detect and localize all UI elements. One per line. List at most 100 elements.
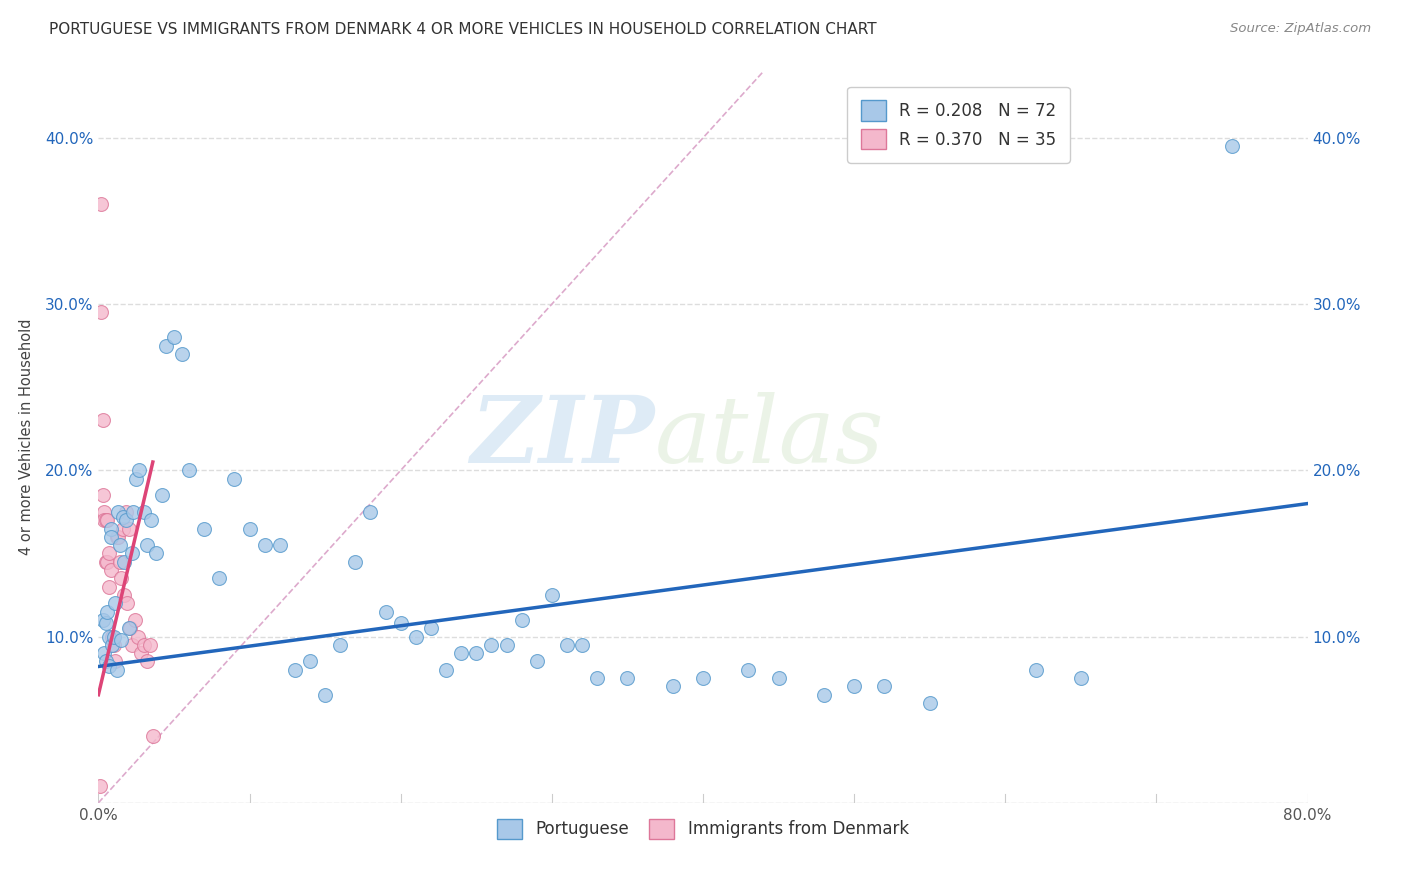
Point	[96, 513, 118, 527]
Point	[135, 538, 157, 552]
Point	[571, 638, 593, 652]
Point	[495, 638, 517, 652]
Point	[96, 605, 118, 619]
Point	[405, 630, 427, 644]
Point	[155, 338, 177, 352]
Point	[111, 521, 134, 535]
Point	[661, 680, 683, 694]
Point	[239, 521, 262, 535]
Point	[108, 538, 131, 552]
Point	[526, 655, 548, 669]
Point	[121, 638, 143, 652]
Point	[110, 632, 132, 647]
Point	[90, 305, 112, 319]
Point	[692, 671, 714, 685]
Point	[1070, 671, 1092, 685]
Point	[111, 509, 134, 524]
Point	[844, 680, 866, 694]
Point	[299, 655, 322, 669]
Point	[94, 555, 117, 569]
Point	[616, 671, 638, 685]
Point	[139, 638, 162, 652]
Point	[114, 513, 136, 527]
Point	[344, 555, 367, 569]
Point	[1220, 139, 1243, 153]
Point	[540, 588, 562, 602]
Point	[94, 655, 117, 669]
Point	[100, 563, 122, 577]
Legend: Portuguese, Immigrants from Denmark: Portuguese, Immigrants from Denmark	[491, 812, 915, 846]
Point	[98, 546, 121, 560]
Point	[132, 638, 155, 652]
Y-axis label: 4 or more Vehicles in Household: 4 or more Vehicles in Household	[18, 318, 34, 556]
Point	[434, 663, 457, 677]
Point	[284, 663, 307, 677]
Point	[481, 638, 503, 652]
Point	[107, 505, 129, 519]
Point	[104, 655, 127, 669]
Point	[118, 521, 141, 535]
Point	[124, 613, 146, 627]
Point	[103, 630, 125, 644]
Point	[112, 555, 135, 569]
Point	[586, 671, 609, 685]
Point	[121, 546, 143, 560]
Point	[103, 638, 125, 652]
Point	[108, 555, 131, 569]
Point	[105, 663, 128, 677]
Point	[104, 596, 127, 610]
Point	[269, 538, 291, 552]
Point	[129, 646, 152, 660]
Point	[737, 663, 759, 677]
Point	[96, 555, 118, 569]
Point	[193, 521, 215, 535]
Text: Source: ZipAtlas.com: Source: ZipAtlas.com	[1230, 22, 1371, 36]
Point	[98, 630, 121, 644]
Point	[90, 197, 112, 211]
Point	[141, 513, 163, 527]
Point	[208, 571, 231, 585]
Point	[93, 513, 115, 527]
Point	[118, 621, 141, 635]
Point	[142, 729, 165, 743]
Text: PORTUGUESE VS IMMIGRANTS FROM DENMARK 4 OR MORE VEHICLES IN HOUSEHOLD CORRELATIO: PORTUGUESE VS IMMIGRANTS FROM DENMARK 4 …	[49, 22, 877, 37]
Point	[314, 688, 336, 702]
Point	[93, 505, 115, 519]
Point	[389, 616, 412, 631]
Point	[510, 613, 533, 627]
Point	[918, 696, 941, 710]
Point	[450, 646, 472, 660]
Point	[813, 688, 835, 702]
Point	[555, 638, 578, 652]
Point	[873, 680, 896, 694]
Point	[122, 505, 145, 519]
Point	[100, 530, 122, 544]
Point	[224, 472, 246, 486]
Point	[465, 646, 488, 660]
Point	[128, 463, 150, 477]
Point	[329, 638, 352, 652]
Point	[98, 659, 121, 673]
Point	[374, 605, 396, 619]
Point	[132, 505, 155, 519]
Point	[91, 488, 114, 502]
Point	[91, 613, 114, 627]
Point	[94, 513, 117, 527]
Point	[105, 530, 128, 544]
Point	[91, 413, 114, 427]
Point	[170, 347, 193, 361]
Point	[135, 655, 157, 669]
Point	[110, 571, 132, 585]
Point	[253, 538, 276, 552]
Point	[115, 596, 138, 610]
Point	[120, 621, 142, 635]
Point	[1024, 663, 1046, 677]
Text: ZIP: ZIP	[471, 392, 655, 482]
Point	[107, 530, 129, 544]
Point	[101, 630, 124, 644]
Text: atlas: atlas	[655, 392, 884, 482]
Point	[114, 505, 136, 519]
Point	[112, 588, 135, 602]
Point	[145, 546, 167, 560]
Point	[163, 330, 186, 344]
